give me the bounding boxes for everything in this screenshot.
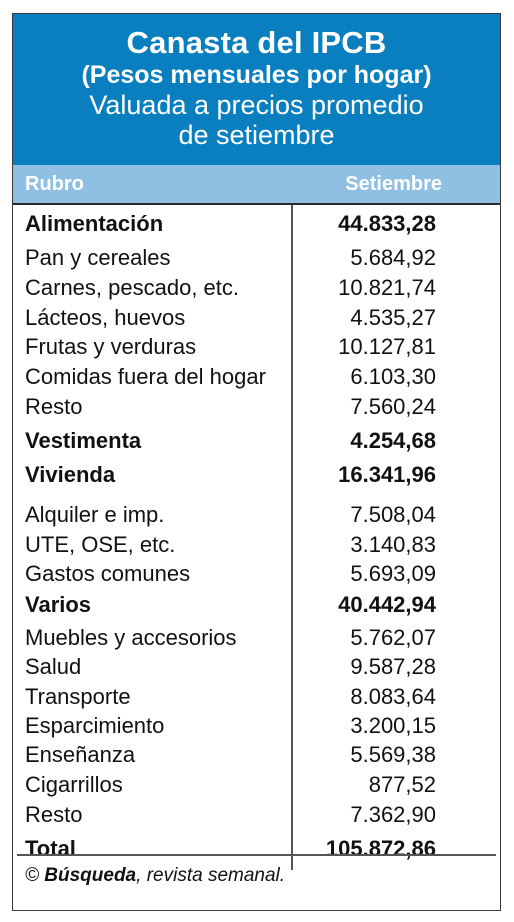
row-value: 3.140,83 bbox=[350, 532, 436, 557]
column-divider bbox=[291, 205, 293, 870]
row-value: 3.200,15 bbox=[350, 713, 436, 738]
row-label: Gastos comunes bbox=[25, 561, 191, 586]
table-title: Canasta del IPCB bbox=[126, 25, 387, 60]
table-caption-line-2: de setiembre bbox=[178, 120, 335, 150]
row-label: Alimentación bbox=[25, 211, 164, 236]
source-footer: © Búsqueda, revista semanal. bbox=[25, 865, 285, 887]
row-value: 5.762,07 bbox=[350, 625, 436, 650]
table-subtitle: (Pesos mensuales por hogar) bbox=[81, 61, 432, 89]
source-description: , revista semanal. bbox=[136, 865, 286, 886]
ipcb-table-card: Canasta del IPCB (Pesos mensuales por ho… bbox=[12, 13, 501, 911]
table-row: Pan y cereales 5.684,92 bbox=[13, 245, 502, 275]
table-row: Vivienda 16.341,96 bbox=[13, 462, 502, 492]
table-row: Esparcimiento 3.200,15 bbox=[13, 713, 502, 743]
row-label: Salud bbox=[25, 654, 82, 679]
row-value: 40.442,94 bbox=[338, 592, 436, 617]
table-row: Transporte 8.083,64 bbox=[13, 684, 502, 714]
row-value: 44.833,28 bbox=[338, 211, 436, 236]
row-value: 4.254,68 bbox=[350, 428, 436, 453]
table-row: Carnes, pescado, etc. 10.821,74 bbox=[13, 275, 502, 305]
row-label: Total bbox=[25, 836, 76, 861]
table-row: Total 105.872,86 bbox=[13, 836, 502, 866]
row-value: 16.341,96 bbox=[338, 462, 436, 487]
row-value: 8.083,64 bbox=[350, 684, 436, 709]
row-label: Varios bbox=[25, 592, 92, 617]
row-label: Vivienda bbox=[25, 462, 116, 487]
row-value: 5.684,92 bbox=[350, 245, 436, 270]
row-value: 7.362,90 bbox=[350, 802, 436, 827]
row-label: Resto bbox=[25, 394, 83, 419]
table-row: Comidas fuera del hogar 6.103,30 bbox=[13, 364, 502, 394]
row-value: 4.535,27 bbox=[350, 305, 436, 330]
row-value: 7.508,04 bbox=[350, 502, 436, 527]
row-value: 10.127,81 bbox=[338, 334, 436, 359]
row-value: 9.587,28 bbox=[350, 654, 436, 679]
table-row: Varios 40.442,94 bbox=[13, 592, 502, 622]
row-label: UTE, OSE, etc. bbox=[25, 532, 176, 557]
row-label: Transporte bbox=[25, 684, 131, 709]
row-label: Vestimenta bbox=[25, 428, 142, 453]
row-value: 7.560,24 bbox=[350, 394, 436, 419]
table-caption-line-1: Valuada a precios promedio bbox=[89, 90, 424, 120]
row-label: Lácteos, huevos bbox=[25, 305, 186, 330]
table-row: Muebles y accesorios 5.762,07 bbox=[13, 625, 502, 655]
column-header-rubro: Rubro bbox=[25, 173, 84, 195]
row-label: Pan y cereales bbox=[25, 245, 171, 270]
column-header-divider bbox=[13, 203, 500, 205]
table-row: Enseñanza 5.569,38 bbox=[13, 742, 502, 772]
table-row: Lácteos, huevos 4.535,27 bbox=[13, 305, 502, 335]
row-value: 6.103,30 bbox=[350, 364, 436, 389]
table-row: Salud 9.587,28 bbox=[13, 654, 502, 684]
row-label: Muebles y accesorios bbox=[25, 625, 237, 650]
row-label: Cigarrillos bbox=[25, 772, 123, 797]
row-label: Alquiler e imp. bbox=[25, 502, 165, 527]
table-row: Frutas y verduras 10.127,81 bbox=[13, 334, 502, 364]
table-row: UTE, OSE, etc. 3.140,83 bbox=[13, 532, 502, 562]
table-row: Cigarrillos 877,52 bbox=[13, 772, 502, 802]
source-name: Búsqueda bbox=[44, 865, 137, 886]
footer-divider bbox=[17, 854, 496, 856]
row-value: 105.872,86 bbox=[325, 836, 436, 861]
row-value: 5.569,38 bbox=[350, 742, 436, 767]
row-value: 877,52 bbox=[368, 772, 436, 797]
table-row: Alquiler e imp. 7.508,04 bbox=[13, 502, 502, 532]
table-row: Resto 7.362,90 bbox=[13, 802, 502, 832]
row-value: 10.821,74 bbox=[338, 275, 436, 300]
table-row: Gastos comunes 5.693,09 bbox=[13, 561, 502, 591]
row-label: Carnes, pescado, etc. bbox=[25, 275, 240, 300]
row-label: Esparcimiento bbox=[25, 713, 165, 738]
column-header-setiembre: Setiembre bbox=[345, 173, 442, 195]
row-value: 5.693,09 bbox=[350, 561, 436, 586]
copyright-symbol: © bbox=[25, 865, 39, 886]
row-label: Comidas fuera del hogar bbox=[25, 364, 266, 389]
table-header: Canasta del IPCB (Pesos mensuales por ho… bbox=[13, 14, 500, 165]
column-header-row: Rubro Setiembre bbox=[13, 165, 500, 203]
table-row: Alimentación 44.833,28 bbox=[13, 211, 502, 241]
row-label: Enseñanza bbox=[25, 742, 136, 767]
table-row: Vestimenta 4.254,68 bbox=[13, 428, 502, 458]
table-row: Resto 7.560,24 bbox=[13, 394, 502, 424]
row-label: Resto bbox=[25, 802, 83, 827]
row-label: Frutas y verduras bbox=[25, 334, 197, 359]
